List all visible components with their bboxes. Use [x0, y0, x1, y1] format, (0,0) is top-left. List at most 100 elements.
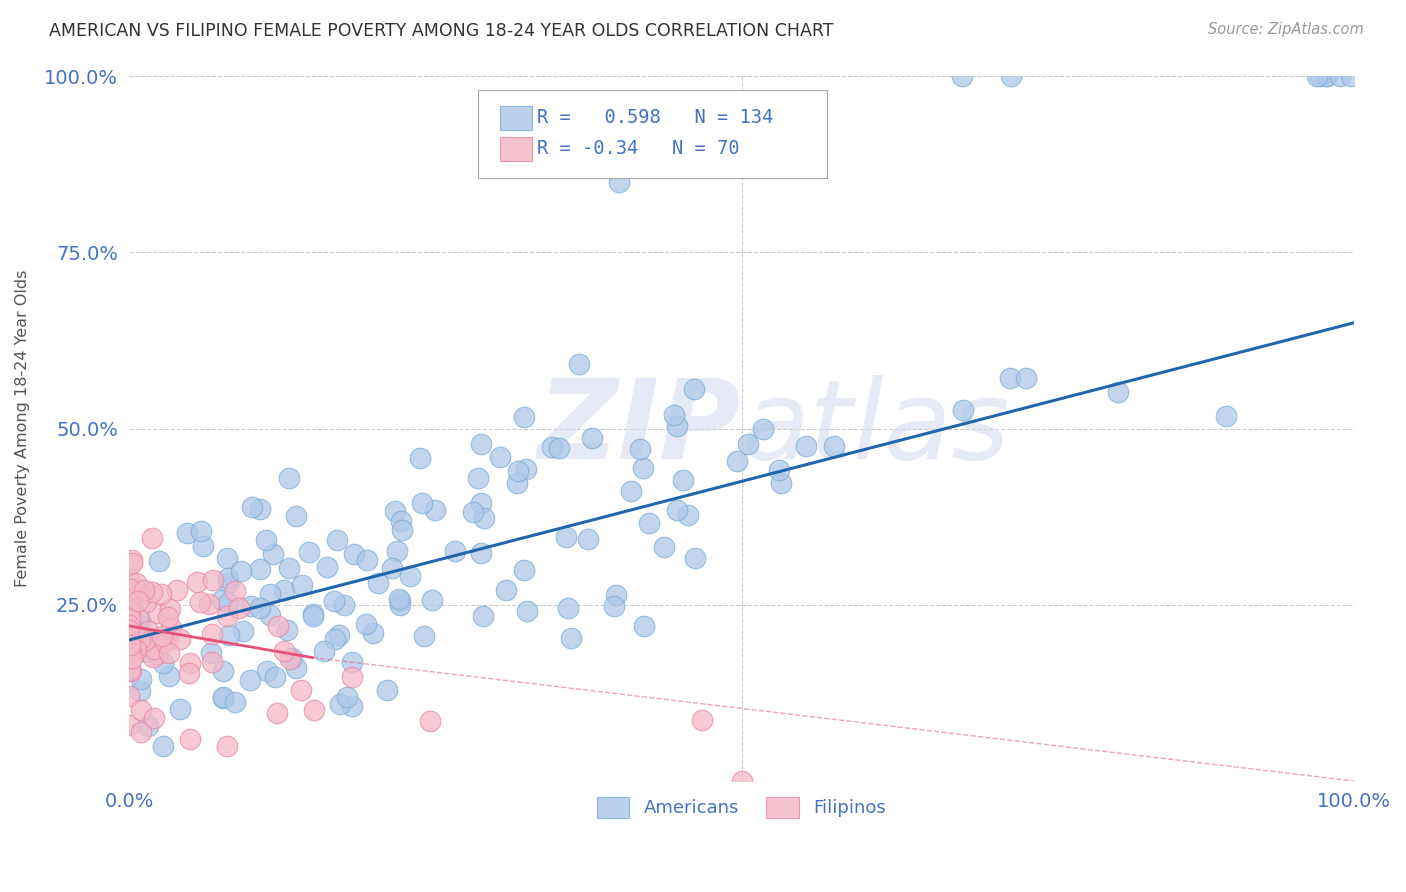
- Point: [120, 664, 142, 678]
- Point: [1000, 69, 1022, 83]
- Point: [212, 664, 235, 678]
- Point: [361, 626, 384, 640]
- Point: [217, 575, 239, 590]
- Point: [488, 450, 510, 465]
- Point: [298, 544, 321, 558]
- Point: [120, 638, 142, 652]
- Point: [212, 691, 235, 706]
- Point: [1329, 69, 1351, 83]
- Point: [138, 636, 160, 650]
- Point: [141, 532, 163, 546]
- Point: [1015, 371, 1038, 385]
- Point: [508, 464, 530, 478]
- Point: [333, 598, 356, 612]
- Point: [513, 410, 536, 425]
- Point: [398, 568, 420, 582]
- Point: [560, 632, 582, 646]
- Point: [682, 382, 704, 396]
- Point: [179, 731, 201, 746]
- Point: [1309, 69, 1331, 83]
- Point: [1306, 69, 1329, 83]
- Point: [463, 505, 485, 519]
- Point: [391, 523, 413, 537]
- FancyBboxPatch shape: [478, 90, 827, 178]
- Point: [129, 619, 152, 633]
- Point: [336, 690, 359, 704]
- Point: [118, 617, 141, 632]
- Point: [212, 690, 235, 704]
- Point: [328, 628, 350, 642]
- Point: [217, 596, 239, 610]
- Point: [201, 655, 224, 669]
- Point: [638, 516, 661, 530]
- Point: [121, 633, 143, 648]
- Point: [239, 673, 262, 688]
- Point: [240, 500, 263, 514]
- Point: [1340, 69, 1362, 83]
- Point: [557, 601, 579, 615]
- Point: [159, 601, 181, 615]
- Point: [278, 651, 301, 665]
- Point: [157, 609, 180, 624]
- Point: [121, 556, 143, 570]
- Point: [725, 454, 748, 468]
- Point: [752, 422, 775, 436]
- Point: [136, 718, 159, 732]
- Point: [129, 672, 152, 686]
- Point: [129, 613, 152, 627]
- Text: atlas: atlas: [741, 375, 1010, 482]
- Point: [513, 563, 536, 577]
- Point: [367, 576, 389, 591]
- Point: [266, 706, 288, 720]
- Point: [443, 543, 465, 558]
- Point: [411, 496, 433, 510]
- Point: [118, 572, 141, 586]
- Point: [120, 582, 142, 596]
- Point: [129, 724, 152, 739]
- Point: [952, 402, 974, 417]
- Text: AMERICAN VS FILIPINO FEMALE POVERTY AMONG 18-24 YEAR OLDS CORRELATION CHART: AMERICAN VS FILIPINO FEMALE POVERTY AMON…: [49, 22, 834, 40]
- Point: [118, 645, 141, 659]
- Point: [1316, 69, 1339, 83]
- Point: [148, 554, 170, 568]
- Point: [160, 621, 183, 635]
- Point: [142, 710, 165, 724]
- Point: [666, 418, 689, 433]
- Point: [685, 551, 707, 566]
- Point: [249, 562, 271, 576]
- Point: [315, 560, 337, 574]
- Point: [343, 547, 366, 561]
- Point: [138, 624, 160, 639]
- Point: [278, 470, 301, 484]
- Point: [135, 644, 157, 658]
- Point: [200, 646, 222, 660]
- Point: [950, 69, 973, 83]
- Point: [224, 695, 246, 709]
- Text: R =   0.598   N = 134: R = 0.598 N = 134: [537, 108, 773, 128]
- Point: [607, 175, 630, 189]
- Point: [129, 684, 152, 698]
- Point: [125, 575, 148, 590]
- Point: [141, 584, 163, 599]
- Point: [389, 514, 412, 528]
- Point: [118, 717, 141, 731]
- Point: [506, 475, 529, 490]
- Point: [124, 643, 146, 657]
- Point: [118, 604, 141, 618]
- Point: [654, 540, 676, 554]
- Point: [285, 509, 308, 524]
- Point: [149, 587, 172, 601]
- Point: [276, 623, 298, 637]
- Point: [631, 460, 654, 475]
- Point: [823, 439, 845, 453]
- Point: [152, 656, 174, 670]
- Point: [628, 442, 651, 456]
- Point: [665, 503, 688, 517]
- Point: [387, 544, 409, 558]
- Point: [211, 592, 233, 607]
- Point: [291, 578, 314, 592]
- Point: [166, 582, 188, 597]
- Point: [408, 451, 430, 466]
- Point: [249, 600, 271, 615]
- Point: [120, 645, 142, 659]
